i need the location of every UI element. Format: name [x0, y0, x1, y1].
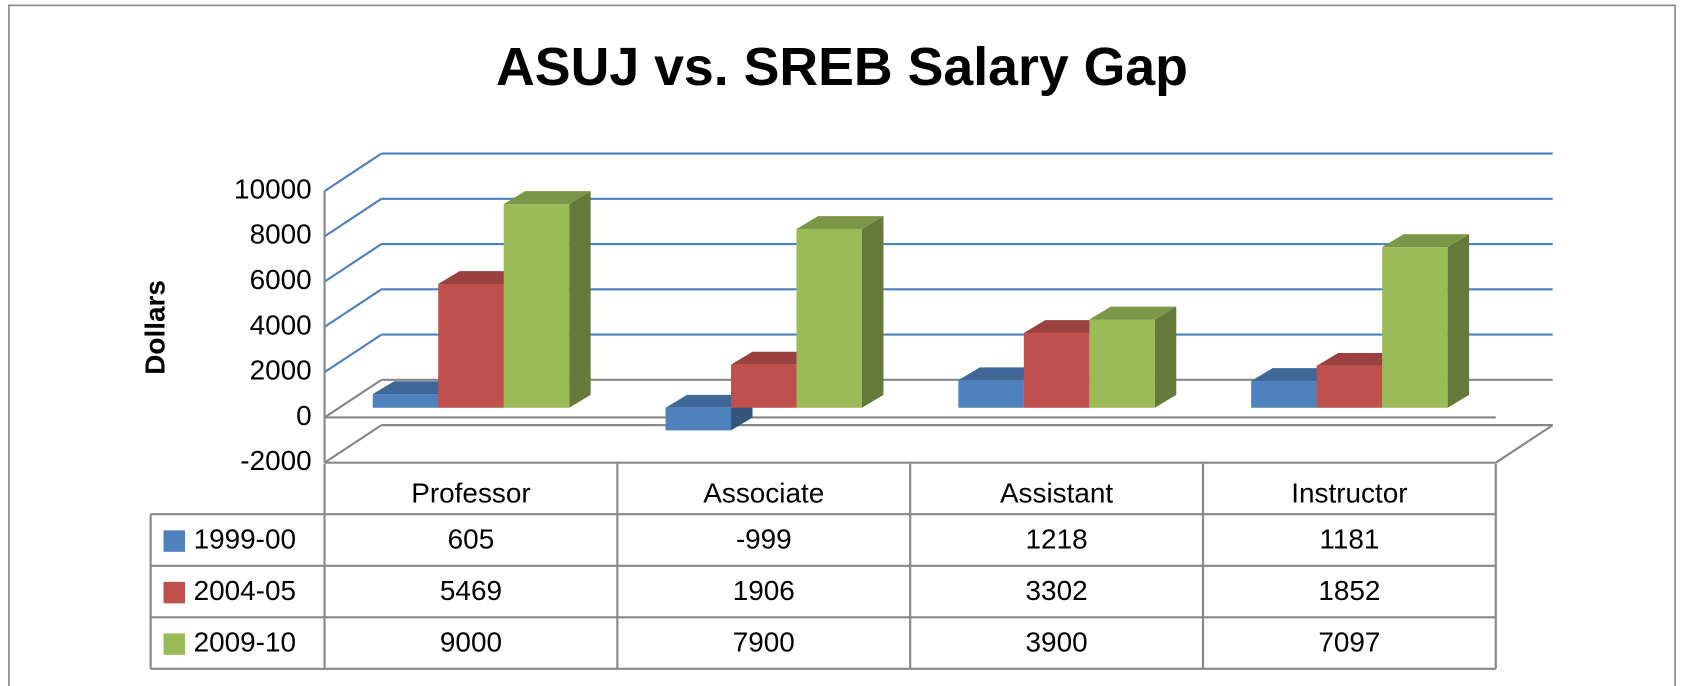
table-value: 7097: [1318, 627, 1380, 658]
grid-line: [323, 152, 383, 192]
bar: [1316, 365, 1383, 408]
bar-side: [861, 216, 884, 408]
bar-top: [796, 216, 884, 229]
bar-top: [503, 191, 591, 205]
y-tick-label: 4000: [250, 309, 312, 340]
bar-top: [438, 271, 526, 284]
bar-side: [1154, 306, 1177, 408]
legend-label: 2009-10: [194, 627, 296, 658]
table-value: 1218: [1026, 523, 1088, 554]
bar: [731, 364, 797, 408]
bar: [503, 204, 570, 408]
bar-top: [1089, 306, 1177, 320]
grid-line: [323, 378, 383, 419]
bar-side: [569, 191, 591, 408]
bar-top: [1023, 320, 1111, 334]
legend-label: 2004-05: [194, 575, 296, 606]
x-tick-label: Professor: [411, 477, 530, 508]
table-value: 1181: [1319, 523, 1379, 554]
axis-line: [1495, 424, 1554, 464]
legend-swatch: [163, 633, 185, 655]
bar: [438, 283, 504, 408]
y-tick-label: -2000: [240, 445, 311, 476]
bar: [372, 394, 439, 408]
bar: [1089, 319, 1155, 408]
table-value: 3302: [1026, 575, 1088, 606]
x-tick-label: Assistant: [1000, 477, 1113, 508]
bar: [665, 407, 732, 431]
grid-line: [323, 424, 383, 464]
bar-top: [1316, 352, 1404, 366]
table-value: -999: [736, 523, 792, 554]
bar-top: [731, 351, 818, 365]
bar-top: [372, 381, 460, 395]
bar-top: [665, 394, 753, 408]
y-tick-label: 0: [296, 400, 312, 431]
grid-line: [323, 243, 383, 283]
bar-top: [1382, 234, 1470, 248]
bar-top: [958, 367, 1046, 381]
y-tick-label: 6000: [250, 264, 312, 295]
bar-top: [1251, 368, 1339, 382]
legend-swatch: [163, 581, 185, 604]
bar: [796, 228, 862, 408]
y-tick-label: 10000: [234, 173, 312, 204]
legend-swatch: [163, 530, 185, 552]
y-tick-label: 8000: [250, 219, 312, 250]
y-axis-label: Dollars: [139, 280, 170, 375]
bar: [1023, 333, 1090, 408]
table-value: 5469: [440, 575, 502, 606]
y-tick-label: 2000: [250, 355, 312, 386]
table-value: 605: [448, 523, 495, 554]
grid-line: [323, 288, 383, 328]
bar: [958, 380, 1024, 408]
x-tick-label: Associate: [703, 477, 824, 508]
table-value: 9000: [440, 627, 502, 658]
legend-label: 1999-00: [194, 523, 296, 554]
grid-line: [323, 333, 383, 374]
bar: [1382, 247, 1448, 408]
table-value: 7900: [733, 627, 795, 658]
bar-side: [1447, 234, 1470, 408]
table-value: 3900: [1026, 627, 1088, 658]
chart-title: ASUJ vs. SREB Salary Gap: [496, 37, 1188, 97]
table-value: 1852: [1318, 575, 1380, 606]
table-value: 1906: [733, 575, 795, 606]
bar: [1251, 381, 1317, 408]
grid-line: [323, 197, 383, 238]
x-tick-label: Instructor: [1291, 477, 1407, 508]
